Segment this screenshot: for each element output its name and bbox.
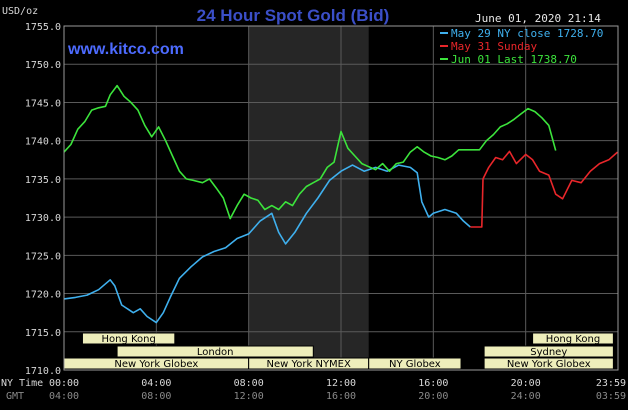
session-label: NY Globex bbox=[389, 359, 441, 370]
nymex-shaded-region bbox=[248, 26, 369, 370]
series-line-blue bbox=[63, 164, 471, 324]
series-line-red bbox=[470, 150, 619, 228]
x-axis-label-gmt: GMT bbox=[6, 391, 24, 402]
y-tick-label: 1710.0 bbox=[25, 366, 61, 377]
legend-label-blue: May 29 NY close 1728.70 bbox=[451, 27, 603, 40]
session-bar-fill bbox=[81, 332, 176, 345]
y-tick-label: 1735.0 bbox=[25, 175, 61, 186]
x-tick-label-ny: 04:00 bbox=[141, 378, 171, 389]
session-label: Hong Kong bbox=[101, 334, 155, 345]
session-bar-fill bbox=[532, 332, 614, 345]
session-bar: Hong Kong bbox=[532, 332, 614, 345]
chart-title: 24 Hour Spot Gold (Bid) bbox=[197, 6, 390, 25]
y-tick-label: 1750.0 bbox=[25, 60, 61, 71]
x-tick-label-gmt: 12:00 bbox=[234, 391, 264, 402]
session-label: New York Globex bbox=[114, 359, 198, 370]
session-bar: New York Globex bbox=[483, 357, 614, 370]
session-bar: Hong Kong bbox=[81, 332, 176, 345]
session-bar-fill bbox=[116, 345, 314, 358]
x-tick-label-gmt: 20:00 bbox=[418, 391, 448, 402]
session-label: London bbox=[197, 347, 234, 358]
session-bar: Sydney bbox=[483, 345, 614, 358]
y-axis-ticks: 1755.0 1750.0 1745.0 1740.0 1735.0 1730.0 1725… bbox=[25, 22, 61, 377]
chart-date-label: June 01, 2020 21:14 bbox=[475, 12, 601, 25]
x-tick-label-gmt: 04:00 bbox=[49, 391, 79, 402]
y-tick-label: 1725.0 bbox=[25, 251, 61, 262]
price-series bbox=[63, 84, 619, 324]
x-tick-label-gmt: 03:59 bbox=[596, 391, 626, 402]
y-tick-label: 1745.0 bbox=[25, 98, 61, 109]
y-tick-label: 1720.0 bbox=[25, 290, 61, 301]
legend: May 29 NY close 1728.70 May 31 Sunday Ju… bbox=[440, 27, 603, 66]
y-axis-unit: USD/oz bbox=[2, 6, 38, 17]
kitco-watermark: www.kitco.com bbox=[67, 41, 184, 58]
x-tick-label-ny: 12:00 bbox=[326, 378, 356, 389]
x-tick-label-ny: 23:59 bbox=[596, 378, 626, 389]
x-tick-label-gmt: 16:00 bbox=[326, 391, 356, 402]
plot-frame bbox=[63, 25, 619, 371]
session-bar-fill bbox=[483, 345, 614, 358]
legend-label-green: Jun 01 Last 1738.70 bbox=[451, 53, 577, 66]
y-tick-label: 1740.0 bbox=[25, 137, 61, 148]
x-tick-label-ny: 16:00 bbox=[418, 378, 448, 389]
session-label: New York NYMEX bbox=[267, 359, 352, 370]
session-label: Hong Kong bbox=[546, 334, 600, 345]
x-tick-label-ny: 00:00 bbox=[49, 378, 79, 389]
session-bar: London bbox=[116, 345, 314, 358]
x-axis-label-nytime: NY Time bbox=[1, 378, 43, 389]
x-tick-label-gmt: 08:00 bbox=[141, 391, 171, 402]
session-bar: New York NYMEX bbox=[248, 357, 370, 370]
session-bar: New York Globex bbox=[63, 357, 250, 370]
y-tick-label: 1715.0 bbox=[25, 328, 61, 339]
x-tick-label-gmt: 24:00 bbox=[511, 391, 541, 402]
series-line-green bbox=[63, 84, 557, 220]
x-tick-label-ny: 20:00 bbox=[511, 378, 541, 389]
legend-label-red: May 31 Sunday bbox=[451, 40, 537, 53]
y-tick-label: 1755.0 bbox=[25, 22, 61, 33]
x-axis-ticks: 00:00 04:00 04:00 08:00 08:00 12:00 12:00 16:00… bbox=[49, 378, 626, 402]
session-bar: NY Globex bbox=[368, 357, 462, 370]
x-tick-label-ny: 08:00 bbox=[234, 378, 264, 389]
session-bar-fill bbox=[368, 357, 462, 370]
session-bar-fill bbox=[483, 357, 614, 370]
session-label: New York Globex bbox=[507, 359, 591, 370]
session-label: Sydney bbox=[530, 347, 567, 358]
y-tick-label: 1730.0 bbox=[25, 213, 61, 224]
